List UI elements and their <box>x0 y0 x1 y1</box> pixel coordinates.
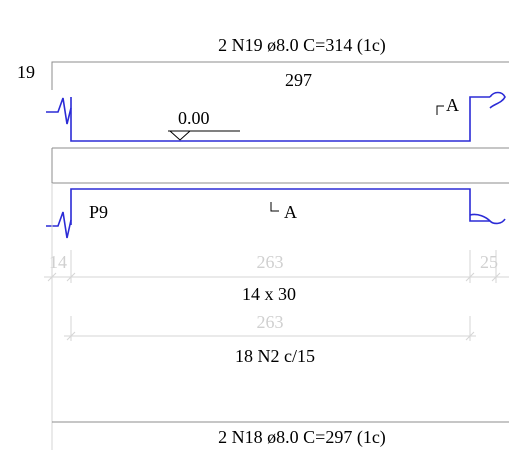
level-triangle <box>169 130 191 141</box>
section-mark-bottom <box>270 202 279 212</box>
break-symbol-bottom-left <box>46 211 72 239</box>
bottom-bar-label: 2 N18 ø8.0 C=297 (1c) <box>218 427 386 448</box>
beam-bottom-outline <box>70 188 490 225</box>
section-mark-top <box>436 105 444 115</box>
break-symbol-bottom-right <box>469 213 506 225</box>
dim-stirrup-span: 263 <box>257 312 284 332</box>
dim-left-support: 14 <box>49 252 67 272</box>
dim2-slash-marks <box>66 331 475 341</box>
top-straight-length: 297 <box>285 70 312 90</box>
dim-right-support: 25 <box>480 252 498 272</box>
dim-clear-span: 263 <box>257 252 284 272</box>
top-hook-length: 19 <box>17 62 35 82</box>
top-bar-label: 2 N19 ø8.0 C=314 (1c) <box>218 35 386 56</box>
section-mark-top-label: A <box>446 95 459 115</box>
stirrups-label: 18 N2 c/15 <box>235 346 315 366</box>
break-symbol-top-left <box>46 97 72 125</box>
break-symbol-top-right <box>489 91 506 109</box>
section-mark-bottom-label: A <box>284 202 297 222</box>
beam-top-outline <box>70 96 490 142</box>
section-size: 14 x 30 <box>242 284 296 304</box>
top-rebar-line <box>51 61 509 90</box>
level-value: 0.00 <box>178 108 210 128</box>
support-label: P9 <box>89 202 108 222</box>
